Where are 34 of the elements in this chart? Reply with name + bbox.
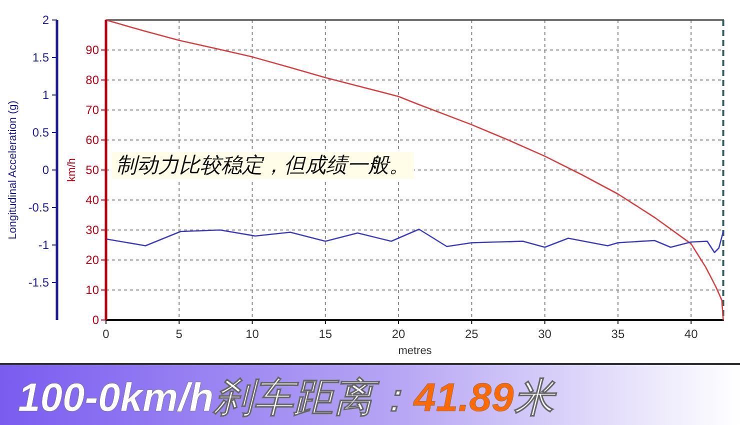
y2-tick-label: 0: [42, 163, 50, 177]
x-tick-label: 25: [465, 327, 479, 341]
y2-tick-label: -0.5: [28, 200, 50, 214]
y-tick-label: 30: [86, 223, 100, 237]
y-tick-label: 10: [86, 283, 100, 297]
x-axis-title: metres: [398, 345, 432, 357]
text: 100-0km/h刹车距离：41.89米: [18, 376, 558, 420]
annotation: 制动力比较稳定，但成绩一般。: [116, 154, 410, 177]
y-tick-label: 80: [86, 73, 100, 87]
line-series: [105, 228, 724, 254]
y2-tick-label: 1: [42, 88, 50, 102]
x-tick-label: 20: [392, 327, 406, 341]
y-tick-label: 60: [86, 133, 100, 147]
x-tick-label: 30: [538, 327, 552, 341]
y2-tick-label: 2: [42, 13, 50, 27]
y-axis-title: km/h: [66, 158, 78, 182]
y2-tick-label: 0.5: [32, 126, 50, 140]
y2-tick-label: 1.5: [32, 50, 50, 64]
x-tick-label: 40: [684, 327, 698, 341]
y2-tick-label: -1: [38, 238, 50, 252]
x-tick-label: 35: [611, 327, 625, 341]
y-tick-label: 40: [86, 193, 100, 207]
line-series: [105, 19, 724, 321]
y-tick-label: 90: [86, 43, 100, 57]
y-tick-label: 70: [86, 103, 100, 117]
x-tick-label: 10: [246, 327, 260, 341]
x-tick-label: 0: [102, 327, 110, 341]
y2-tick-label: -1.5: [28, 276, 50, 290]
y-tick-label: 50: [86, 163, 100, 177]
y-tick-label: 20: [86, 253, 100, 267]
y-tick-label: 0: [92, 313, 100, 327]
x-tick-label: 5: [176, 327, 183, 341]
x-tick-label: 15: [318, 327, 332, 341]
y2-axis-title: Longitudinal Acceleration (g): [7, 100, 19, 240]
